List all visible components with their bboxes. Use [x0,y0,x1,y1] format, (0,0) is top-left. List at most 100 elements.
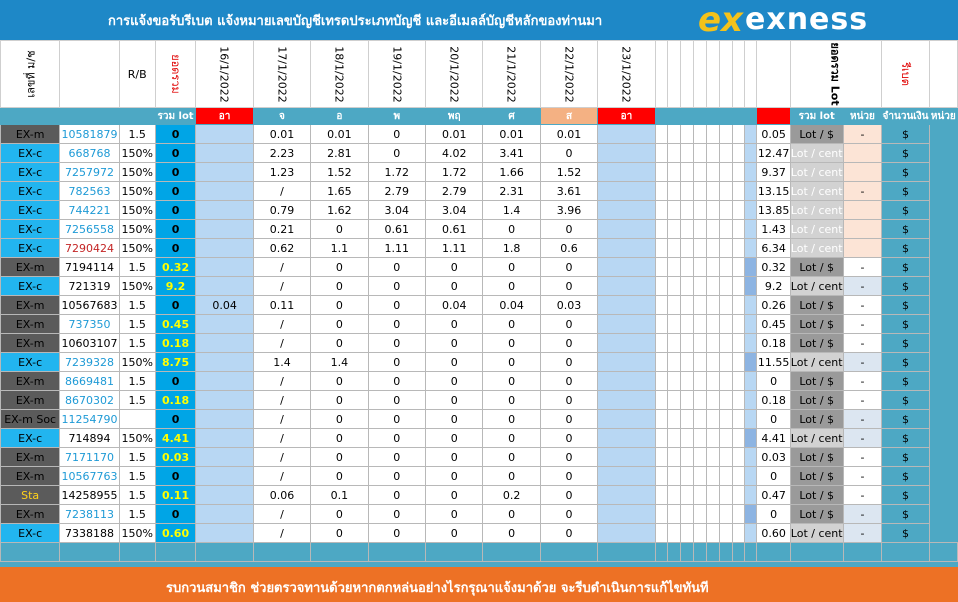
day-cell-21: 0 [482,523,541,543]
empty-header [756,40,791,108]
amount-cell: - [842,352,883,372]
red-marker-cell [744,523,758,543]
lot-total-cell: 0 [154,124,197,144]
amount-cell: - [842,485,883,505]
table-row: EX-m 10603107 1.5 0.18/0 0 0 0 0 0.18 Lot / $ - $ [0,333,958,353]
day-cell-23 [597,371,656,391]
blank-cell [654,428,669,448]
day-cell-16: 0.04 [195,295,254,315]
blank-cell [718,447,733,467]
blank-cell [731,219,746,239]
day-cell-21: 0 [482,371,541,391]
rb-header: R/B [118,40,156,108]
blank-cell [654,447,669,467]
day-cell-22: 0 [539,219,599,239]
day-cell-22: 0 [539,333,599,353]
day-cell-18: 0 [310,257,369,277]
amount-cell: - [842,276,883,296]
day-cell-20: 0 [424,352,484,372]
blank-cell [731,124,746,144]
red-marker-cell [744,352,758,372]
amount-cell: - [842,409,883,429]
blank-cell [693,447,707,467]
day-cell-18: 0 [310,314,369,334]
day-cell-23 [597,276,656,296]
day-cell-18: 0 [310,504,369,524]
blank-cell [680,181,695,201]
currency-cell: $ [881,466,930,486]
day-cell-21: 0 [482,447,541,467]
day-wed: พ [367,107,427,125]
sub-header-row: รวม lot อา จ อ พ พฤ ศ ส อา รวม lot หน่วย… [0,107,958,125]
day-cell-22: 0 [539,447,599,467]
account-cell: 714894 [59,428,120,448]
currency-cell: $ [881,200,930,220]
blank-cell [693,162,707,182]
day-cell-22: 3.61 [539,181,599,201]
blank-cell [731,409,746,429]
day-cell-23 [597,143,656,163]
rb-cell: 1.5 [118,333,156,353]
title-bar: การแจ้งขอรับรีเบต แจ้งหมายเลขบัญชีเทรดปร… [0,0,958,40]
date-header-22: 22/1/2022 [539,40,599,108]
blank-cell [654,504,669,524]
blank-cell [693,523,707,543]
day-cell-20: 0 [424,409,484,429]
blank-cell [680,409,695,429]
sum-lot-cell: 0.18 [756,333,791,353]
blank-cell [667,314,682,334]
column-header-row: เลขที่ ม/ช R/B ยอดรวม 16/1/2022 17/1/202… [0,40,958,108]
spacer-cell [881,542,930,562]
sum-lot-label-2: รวม lot [789,107,844,125]
date-header-21: 21/1/2022 [482,40,541,108]
day-cell-16 [195,314,254,334]
lot-total-cell: 0 [154,409,197,429]
date-header-19: 19/1/2022 [367,40,427,108]
day-cell-19: 2.79 [367,181,427,201]
blank-cell [667,390,682,410]
day-cell-23 [597,447,656,467]
rb-cell: 1.5 [118,257,156,277]
table-row: EX-c 7290424 150% 0 0.62 1.1 1.11 1.11 1.8 0.6 6.3… [0,238,958,258]
account-cell: 8669481 [59,371,120,391]
platform-cell: EX-m [0,390,61,410]
lot-total-cell: 0 [154,504,197,524]
day-cell-18: 0 [310,219,369,239]
sum-lot-header: ยอดรวม Lot [789,40,883,108]
day-cell-20: 0 [424,523,484,543]
day-cell-17: 0.11 [252,295,312,315]
currency-cell: $ [881,390,930,410]
table-row: EX-m 737350 1.5 0.45/0 0 0 0 0 0.45 Lot / $ - $ [0,314,958,334]
sum-lot-cell: 0.03 [756,447,791,467]
day-cell-20: 0 [424,257,484,277]
spacer-cell [367,542,427,562]
red-marker-cell [744,390,758,410]
account-cell: 10567763 [59,466,120,486]
day-cell-16 [195,181,254,201]
blank-cell [693,276,707,296]
rb-cell: 1.5 [118,124,156,144]
amount-cell: - [842,314,883,334]
day-cell-20: 1.72 [424,162,484,182]
blank-cell [654,371,669,391]
platform-cell: EX-c [0,352,61,372]
blank-cell [667,276,682,296]
lot-total-cell: 0 [154,219,197,239]
blank-cell [693,181,707,201]
rb-cell: 150% [118,352,156,372]
blank-cell [705,352,720,372]
lot-total-cell: 0 [154,200,197,220]
day-cell-17: 0.62 [252,238,312,258]
blank-cell [693,295,707,315]
platform-cell: EX-m Soc [0,409,61,429]
account-cell: 10603107 [59,333,120,353]
day-cell-17: 1.23 [252,162,312,182]
currency-cell: $ [881,295,930,315]
unit-cell: Lot / cent [789,200,844,220]
day-cell-20: 4.02 [424,143,484,163]
blank-cell [654,466,669,486]
spacer-cell [928,542,958,562]
red-marker-cell [744,447,758,467]
date-header-20: 20/1/2022 [424,40,484,108]
empty-header [718,40,733,108]
